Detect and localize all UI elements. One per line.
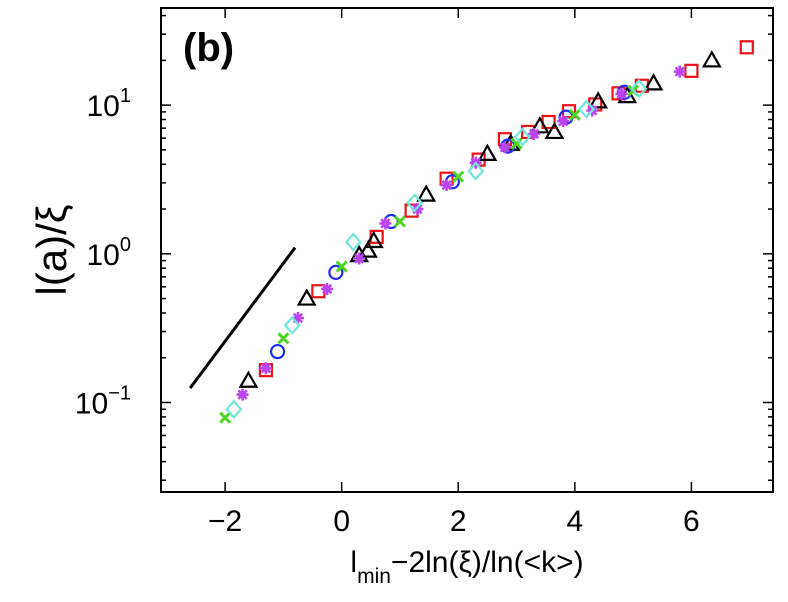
star-marker (379, 217, 392, 230)
x-tick-label: 0 (333, 505, 350, 538)
star-marker (440, 179, 453, 192)
y-tick-base: 10 (87, 239, 120, 272)
x-tick-label: 4 (566, 505, 583, 538)
star-marker (615, 87, 628, 100)
x-tick-label: 6 (683, 505, 700, 538)
diamond-marker (513, 127, 531, 147)
x-axis-label: lmin−2ln(ξ)/ln(<k>) (350, 546, 583, 588)
x-marker (568, 108, 581, 121)
panel-label: (b) (183, 26, 234, 70)
diamond-marker (467, 161, 485, 181)
x-label-main: l (350, 546, 357, 579)
y-tick-exponent: −1 (108, 382, 131, 404)
reference-line-group (188, 246, 297, 389)
triangle-marker (544, 121, 565, 140)
y-tick-label: 10−1 (75, 382, 131, 420)
star-marker (259, 362, 272, 375)
y-tick-exponent: 1 (120, 85, 131, 107)
triangle-marker (363, 230, 384, 249)
x-marker (219, 411, 232, 424)
plot-frame (160, 7, 774, 493)
y-tick-label: 101 (87, 85, 132, 123)
diamond-marker (344, 232, 362, 252)
triangle-marker (416, 184, 437, 202)
reference-slope-line (188, 246, 297, 389)
star-marker (321, 282, 334, 295)
triangle-marker (529, 116, 550, 134)
star-marker (291, 312, 304, 325)
axis-ticks (161, 8, 773, 492)
square-marker (739, 40, 754, 55)
diamond-marker (283, 315, 301, 336)
x-tick-label: −2 (208, 505, 242, 538)
star-marker (557, 115, 570, 128)
x-marker (393, 215, 407, 228)
x-marker (277, 332, 290, 345)
star-marker (528, 127, 541, 140)
series-group (219, 40, 754, 424)
y-tick-exponent: 0 (120, 234, 131, 256)
y-axis-label: l(a)/ξ (28, 204, 75, 295)
star-marker (353, 252, 366, 265)
diamond-marker (406, 193, 424, 213)
triangle-marker (358, 240, 378, 258)
star-marker (236, 388, 249, 401)
triangle-marker (296, 288, 317, 306)
y-tick-label: 100 (87, 234, 132, 272)
triangle-marker (477, 143, 498, 161)
y-tick-base: 10 (87, 90, 120, 123)
diamond-marker (630, 79, 648, 99)
x-tick-label: 2 (450, 505, 467, 538)
x-marker (510, 137, 523, 150)
x-label-subscript: min (357, 565, 391, 588)
triangle-marker (701, 50, 722, 68)
triangle-marker (238, 370, 259, 388)
diamond-marker (578, 99, 595, 119)
circle-marker (269, 343, 286, 360)
star-marker (673, 65, 686, 78)
triangle-marker (643, 73, 664, 91)
circle-marker (328, 264, 344, 280)
x-marker (335, 260, 348, 273)
diamond-marker (225, 399, 243, 419)
x-label-rest: −2ln(ξ)/ln(<k>) (391, 546, 584, 579)
star-marker (498, 141, 511, 154)
y-tick-base: 10 (75, 387, 108, 420)
series-diamonds (225, 79, 648, 419)
triangle-marker (588, 91, 609, 109)
x-marker (452, 170, 465, 183)
